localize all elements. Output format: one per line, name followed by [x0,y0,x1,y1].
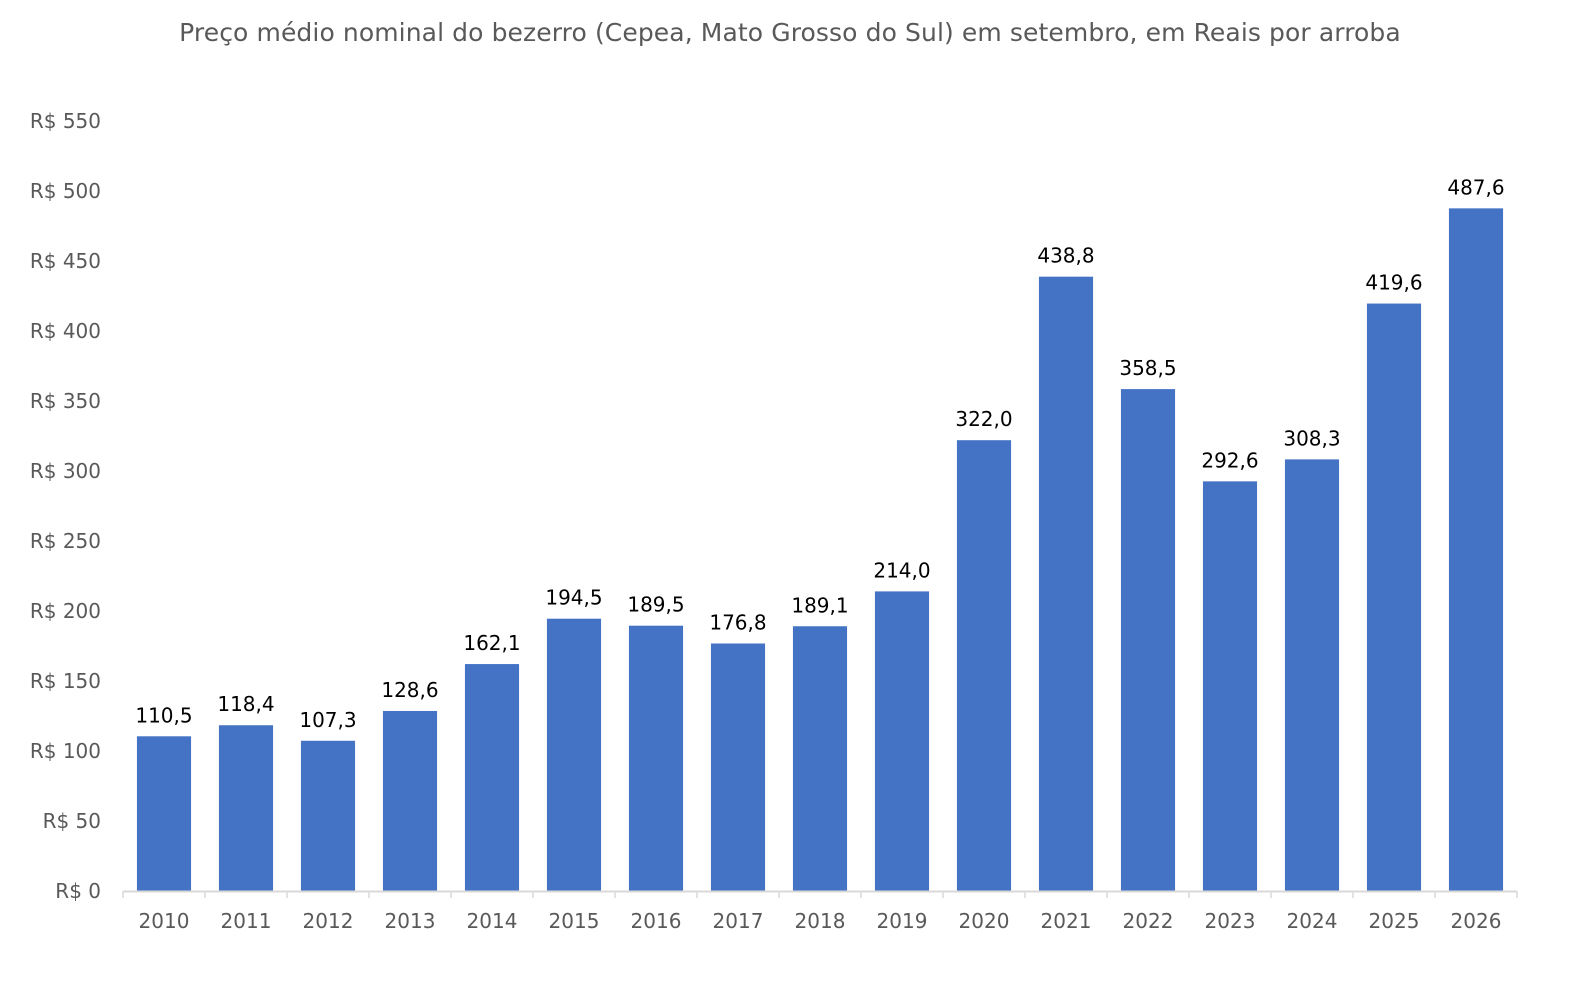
x-tick-label: 2026 [1451,909,1502,933]
bars [136,208,1504,892]
y-tick-label: R$ 50 [43,809,101,833]
bar [874,591,930,891]
y-tick-label: R$ 400 [30,319,101,343]
y-tick-label: R$ 250 [30,529,101,553]
x-tick-label: 2012 [303,909,354,933]
data-label: 214,0 [873,558,930,582]
bar [1120,389,1176,891]
x-tick-label: 2024 [1287,909,1338,933]
chart-title: Preço médio nominal do bezerro (Cepea, M… [179,18,1401,47]
x-tick-label: 2017 [713,909,764,933]
data-label: 419,6 [1365,271,1422,295]
x-tick-label: 2016 [631,909,682,933]
x-tick-label: 2010 [139,909,190,933]
bar [1448,208,1504,892]
bar [710,643,766,891]
data-label: 358,5 [1119,356,1176,380]
bar [464,664,520,891]
y-tick-label: R$ 350 [30,389,101,413]
x-tick-label: 2020 [959,909,1010,933]
y-tick-label: R$ 0 [55,879,101,903]
data-label: 107,3 [299,708,356,732]
data-label: 176,8 [709,610,766,634]
bar [300,740,356,891]
bar [218,725,274,891]
data-label: 110,5 [135,703,192,727]
x-tick-label: 2023 [1205,909,1256,933]
x-tick-label: 2013 [385,909,436,933]
x-tick-label: 2015 [549,909,600,933]
x-axis [122,890,1518,898]
bar [546,618,602,891]
data-label: 438,8 [1037,244,1094,268]
bar [792,626,848,891]
x-tick-label: 2022 [1123,909,1174,933]
data-label: 128,6 [381,678,438,702]
data-labels: 110,5 118,4 107,3 128,6 162,1 194,5 189,5 176,8… [135,175,1504,731]
x-axis-ticks: 2010 2011 2012 2013 2014 2015 2016 2017 2018 2019… [139,909,1502,933]
bar [1202,481,1258,891]
y-tick-label: R$ 200 [30,599,101,623]
data-label: 189,5 [627,593,684,617]
y-tick-label: R$ 100 [30,739,101,763]
bar [956,440,1012,891]
x-tick-label: 2021 [1041,909,1092,933]
data-label: 118,4 [217,692,274,716]
data-label: 189,1 [791,593,848,617]
data-label: 308,3 [1283,426,1340,450]
bar [628,625,684,891]
bar [1366,303,1422,891]
x-tick-label: 2019 [877,909,928,933]
y-tick-label: R$ 500 [30,179,101,203]
y-tick-label: R$ 550 [30,109,101,133]
data-label: 487,6 [1447,175,1504,199]
x-tick-label: 2018 [795,909,846,933]
y-axis-ticks: R$ 0 R$ 50 R$ 100 R$ 150 R$ 200 R$ 250 R$ 300 R… [30,109,101,903]
data-label: 322,0 [955,407,1012,431]
data-label: 292,6 [1201,448,1258,472]
bar [1284,459,1340,891]
x-tick-label: 2011 [221,909,272,933]
bar [382,710,438,891]
data-label: 194,5 [545,586,602,610]
y-tick-label: R$ 300 [30,459,101,483]
x-tick-label: 2025 [1369,909,1420,933]
y-tick-label: R$ 450 [30,249,101,273]
x-tick-label: 2014 [467,909,518,933]
bar [1038,276,1094,891]
bar [136,736,192,891]
y-tick-label: R$ 150 [30,669,101,693]
data-label: 162,1 [463,631,520,655]
